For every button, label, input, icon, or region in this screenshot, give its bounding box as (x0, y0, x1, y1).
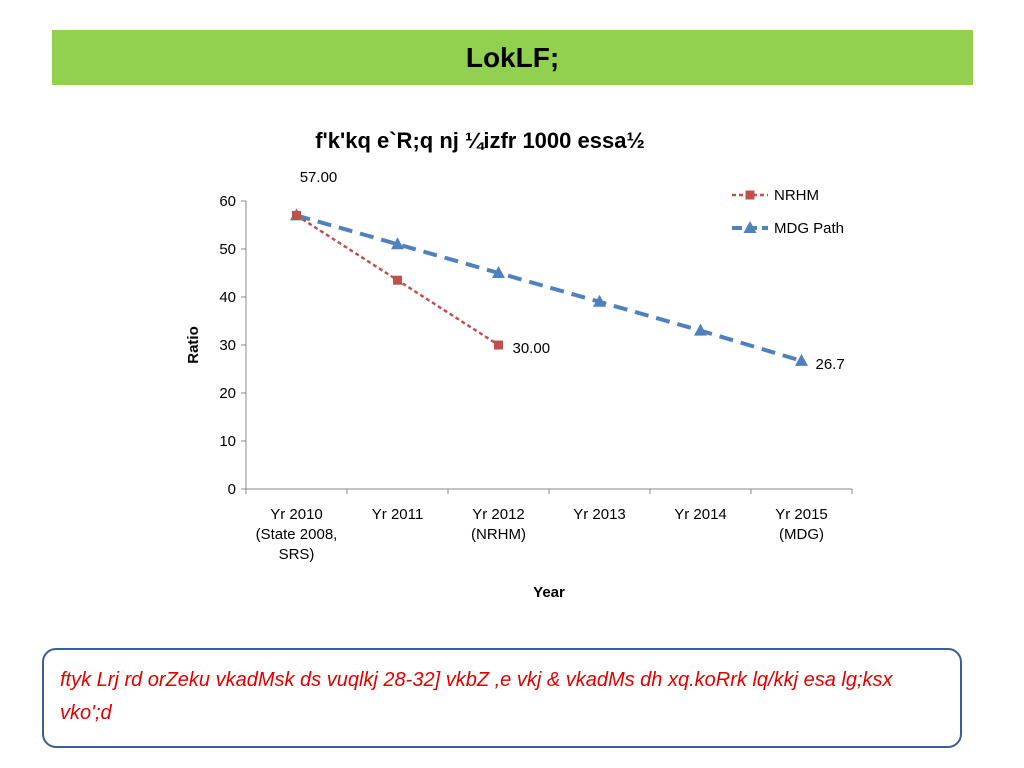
data-label: 26.7 (816, 356, 845, 373)
data-point (292, 210, 301, 220)
data-label: 30.00 (513, 340, 551, 357)
x-tick-label: (State 2008, (256, 526, 338, 543)
x-tick-label: (MDG) (779, 526, 824, 543)
legend-label: MDG Path (774, 220, 844, 237)
y-tick-label: 40 (219, 289, 236, 306)
y-tick-label: 0 (228, 481, 236, 498)
legend-marker (745, 190, 755, 200)
data-point (494, 340, 503, 350)
y-tick-label: 20 (219, 385, 236, 402)
data-point (795, 353, 808, 366)
data-point (492, 266, 505, 278)
x-tick-label: Yr 2011 (372, 506, 423, 523)
legend-marker (743, 221, 757, 233)
note-text: ftyk Lrj rd orZeku vkadMsk ds vuqlkj 28-… (60, 669, 893, 724)
slide-header: LokLF; (52, 30, 973, 85)
x-tick-label: Yr 2014 (674, 506, 727, 523)
chart-title: f'k'kq e`R;q nj ¼izfr 1000 essa½ (315, 128, 645, 153)
x-tick-label: SRS) (279, 546, 315, 563)
x-tick-label: Yr 2010 (270, 506, 323, 523)
x-axis-title: Year (533, 584, 565, 601)
y-tick-label: 30 (219, 337, 236, 354)
data-label: 57.00 (300, 169, 338, 186)
legend-label: NRHM (774, 187, 819, 204)
data-point (393, 275, 402, 285)
data-point (593, 294, 606, 307)
y-tick-label: 50 (219, 241, 236, 258)
slide-title: LokLF; (465, 41, 560, 73)
y-tick-label: 60 (219, 193, 236, 210)
data-point (694, 323, 707, 336)
note-box: ftyk Lrj rd orZeku vkadMsk ds vuqlkj 28-… (42, 648, 962, 748)
x-tick-label: (NRHM) (471, 526, 526, 543)
x-tick-label: Yr 2012 (472, 506, 525, 523)
x-tick-label: Yr 2015 (775, 506, 828, 523)
y-axis-title: Ratio (185, 326, 202, 364)
data-point (391, 237, 404, 250)
line-chart: 0 10 20 30 40 50 60 Yr 2010 (State 2008, SRS) Yr 2… (185, 169, 853, 601)
y-tick-label: 10 (219, 433, 236, 450)
x-tick-label: Yr 2013 (573, 506, 626, 523)
